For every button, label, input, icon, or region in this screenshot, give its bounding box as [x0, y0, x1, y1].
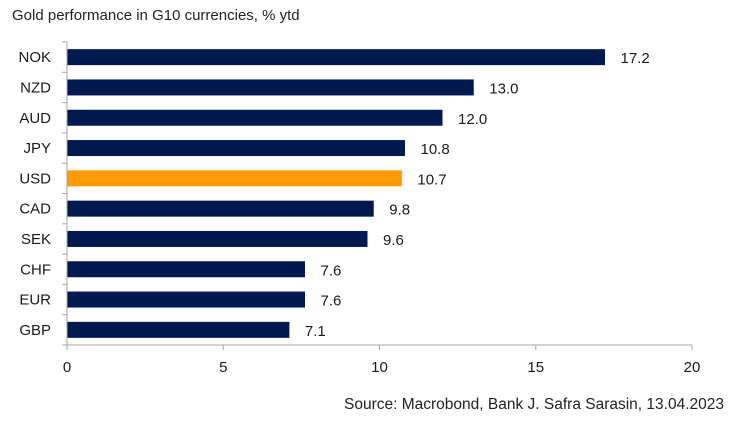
value-label: 9.8 — [389, 202, 410, 219]
x-tick-label: 10 — [371, 359, 388, 376]
bar-cad — [67, 200, 374, 217]
labels: NOK 17.2 NZD 13.0 AUD 12.0 JPY 10.8 USD 10.7 CAD 9.… — [18, 49, 649, 340]
category-label: NOK — [18, 49, 51, 66]
bars — [67, 49, 605, 338]
bar-gbp — [67, 321, 290, 338]
value-label: 7.6 — [321, 293, 342, 310]
value-label: 7.1 — [305, 323, 326, 340]
axes: 0 5 10 15 20 — [62, 41, 701, 376]
category-label: CHF — [20, 261, 51, 278]
bar-nzd — [67, 79, 474, 96]
x-tick-label: 15 — [527, 359, 544, 376]
bar-nok — [67, 49, 605, 66]
category-label: NZD — [20, 79, 51, 96]
category-label: AUD — [19, 110, 51, 127]
value-label: 10.7 — [417, 171, 446, 188]
bar-sek — [67, 230, 368, 247]
category-label: EUR — [19, 292, 51, 309]
bar-eur — [67, 291, 305, 308]
source-note: Source: Macrobond, Bank J. Safra Sarasin… — [344, 396, 724, 413]
category-label: USD — [19, 170, 51, 187]
category-label: GBP — [19, 322, 51, 339]
category-label: JPY — [23, 140, 51, 157]
x-tick-label: 0 — [63, 359, 71, 376]
x-tick-label: 5 — [219, 359, 227, 376]
value-label: 9.6 — [383, 232, 404, 249]
bar-jpy — [67, 140, 405, 157]
bar-aud — [67, 109, 443, 126]
category-label: CAD — [19, 201, 51, 218]
chart-title: Gold performance in G10 currencies, % yt… — [12, 7, 300, 24]
x-tick-label: 20 — [684, 359, 701, 376]
bar-chf — [67, 261, 305, 278]
value-label: 12.0 — [458, 111, 487, 128]
bar-usd — [67, 170, 402, 187]
value-label: 13.0 — [489, 80, 518, 97]
value-label: 7.6 — [321, 262, 342, 279]
category-label: SEK — [21, 231, 51, 248]
value-label: 10.8 — [421, 141, 450, 158]
value-label: 17.2 — [621, 50, 650, 67]
